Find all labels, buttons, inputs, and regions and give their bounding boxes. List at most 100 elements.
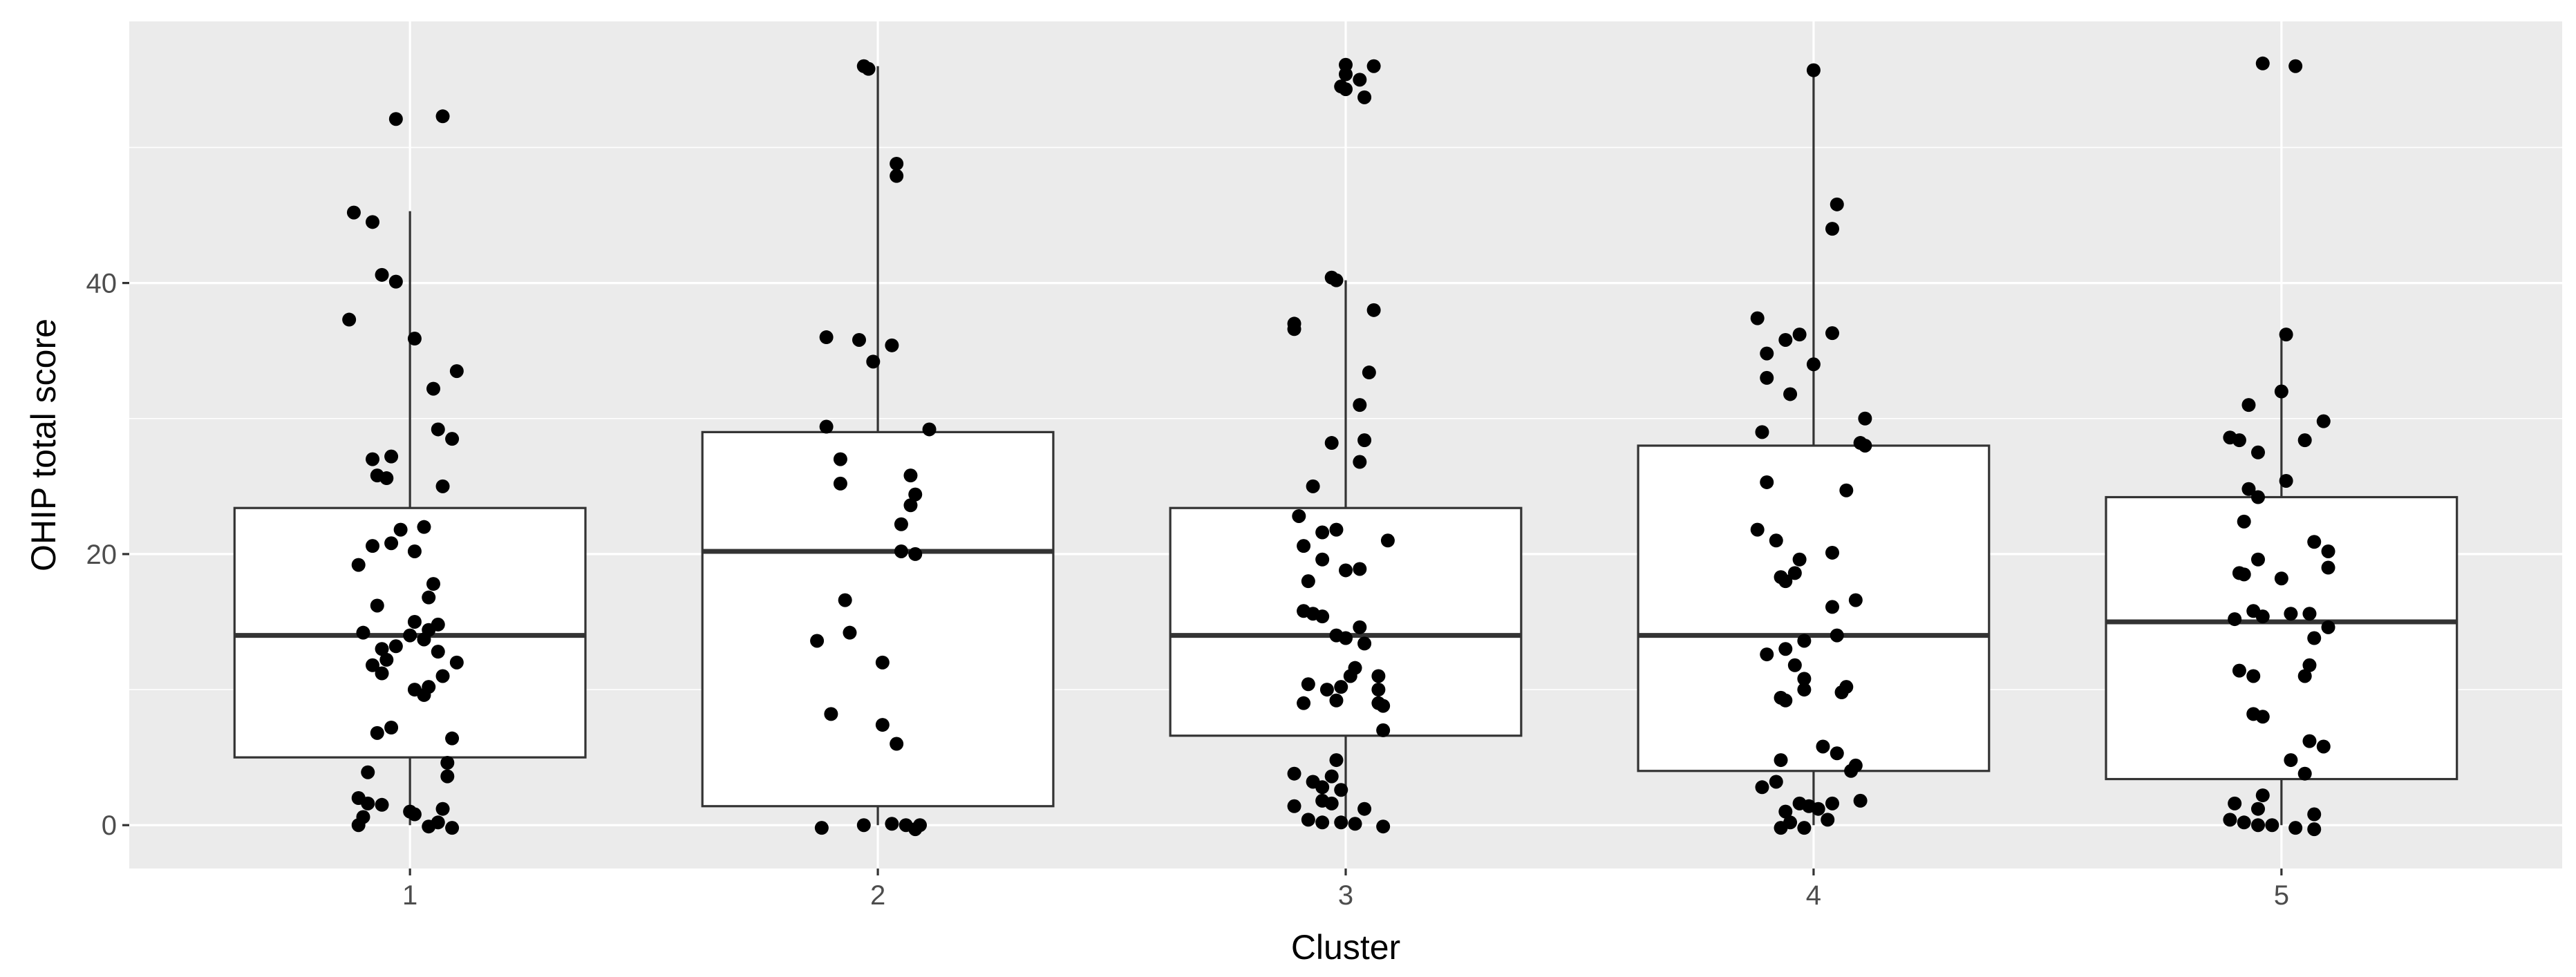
data-point <box>366 539 379 553</box>
data-point <box>2251 552 2265 567</box>
data-point <box>1769 533 1783 548</box>
data-point <box>2251 818 2265 833</box>
data-point <box>1357 636 1372 651</box>
data-point <box>1339 563 1353 578</box>
data-point <box>1348 817 1362 831</box>
y-tick-label: 20 <box>86 540 117 570</box>
data-point <box>445 432 460 446</box>
data-point <box>375 642 389 656</box>
data-point <box>1834 685 1849 699</box>
data-point <box>388 274 403 289</box>
data-point <box>1792 552 1807 567</box>
data-point <box>1858 438 1872 453</box>
data-point <box>366 215 379 229</box>
data-point <box>894 544 908 558</box>
data-point <box>2255 56 2270 70</box>
data-point <box>2255 609 2270 624</box>
data-point <box>890 169 904 183</box>
data-point <box>2288 59 2303 73</box>
data-point <box>2316 414 2331 428</box>
data-point <box>2297 433 2312 448</box>
data-point <box>2297 669 2312 683</box>
data-point <box>2265 818 2279 833</box>
data-point <box>1760 346 1774 361</box>
data-point <box>342 312 357 327</box>
data-point <box>1797 672 1812 686</box>
data-point <box>1301 813 1315 827</box>
data-point <box>422 590 436 605</box>
data-point <box>1750 522 1765 537</box>
data-point <box>1329 522 1344 537</box>
data-point <box>1778 693 1793 708</box>
data-point <box>426 381 440 396</box>
data-point <box>1806 63 1821 77</box>
data-point <box>894 517 908 531</box>
data-point <box>1376 723 1391 737</box>
data-point <box>1755 425 1769 439</box>
jitter-points <box>342 56 2335 837</box>
data-point <box>922 422 937 437</box>
data-point <box>388 112 403 126</box>
data-point <box>1778 332 1793 347</box>
data-point <box>2284 753 2298 768</box>
data-point <box>388 639 403 654</box>
data-point <box>1797 683 1812 697</box>
data-point <box>885 338 899 352</box>
data-point <box>1339 67 1353 82</box>
data-point <box>435 801 450 816</box>
data-point <box>351 558 366 572</box>
x-axis-title: Cluster <box>1291 928 1400 967</box>
data-point <box>1319 683 1334 697</box>
data-point <box>2274 571 2288 586</box>
data-point <box>407 332 422 346</box>
data-point <box>1787 566 1802 580</box>
data-point <box>435 669 450 683</box>
data-point <box>1371 669 1386 683</box>
data-point <box>1353 620 1367 634</box>
data-point <box>1324 769 1339 784</box>
box-iqr <box>2105 495 2459 781</box>
data-point <box>1821 813 1835 827</box>
data-point <box>2251 801 2265 816</box>
data-point <box>1362 366 1376 380</box>
data-point <box>1830 197 1844 211</box>
data-point <box>417 520 431 534</box>
data-point <box>407 544 422 558</box>
data-point <box>435 109 450 124</box>
data-point <box>2246 669 2261 683</box>
data-point <box>1287 799 1301 813</box>
data-point <box>1811 801 1825 816</box>
data-point <box>449 655 464 670</box>
data-point <box>2284 607 2298 621</box>
data-point <box>824 707 838 721</box>
data-point <box>1301 677 1315 692</box>
data-point <box>2307 807 2322 822</box>
data-point <box>370 598 384 613</box>
y-axis-title: OHIP total score <box>24 319 63 571</box>
data-point <box>361 765 375 779</box>
data-point <box>861 61 876 76</box>
box-iqr <box>701 430 1055 808</box>
data-point <box>2255 710 2270 724</box>
data-point <box>379 471 394 486</box>
data-point <box>1343 669 1357 683</box>
data-point <box>1376 819 1391 834</box>
data-point <box>1825 600 1839 614</box>
data-point <box>1844 763 1859 778</box>
data-point <box>875 655 890 670</box>
data-point <box>1287 766 1301 781</box>
data-point <box>1830 628 1844 643</box>
data-point <box>403 628 417 643</box>
data-point <box>1287 322 1301 336</box>
box-iqr <box>1169 506 1523 737</box>
data-point <box>449 364 464 379</box>
data-point <box>1315 552 1330 567</box>
data-point <box>2274 384 2288 399</box>
data-point <box>1778 642 1793 656</box>
data-point <box>833 452 847 466</box>
data-point <box>375 797 389 812</box>
data-point <box>1376 699 1391 713</box>
data-point <box>375 267 389 282</box>
data-point <box>1334 783 1348 797</box>
y-tick-label: 0 <box>102 810 117 841</box>
